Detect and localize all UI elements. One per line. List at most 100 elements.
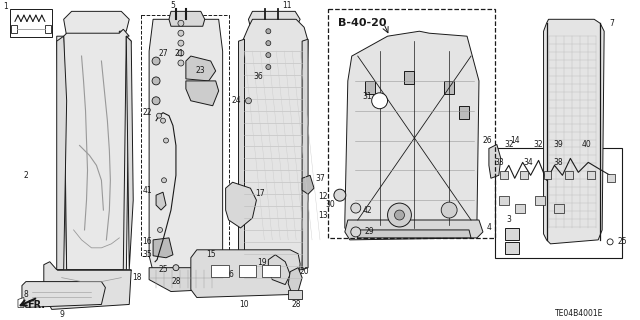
Text: 15: 15 (206, 250, 216, 259)
Text: 19: 19 (257, 258, 267, 267)
Circle shape (246, 98, 252, 104)
Circle shape (394, 210, 404, 220)
Text: 38: 38 (554, 158, 563, 167)
Polygon shape (345, 31, 479, 238)
Text: 11: 11 (282, 1, 292, 10)
Text: 25: 25 (617, 237, 627, 246)
Circle shape (441, 202, 457, 218)
Circle shape (266, 52, 271, 58)
Circle shape (266, 29, 271, 34)
Bar (543, 171, 552, 179)
Polygon shape (63, 29, 129, 270)
Text: 13: 13 (318, 211, 328, 220)
Text: 23: 23 (196, 67, 205, 76)
Polygon shape (345, 220, 483, 240)
Bar (262, 265, 280, 276)
Circle shape (161, 178, 166, 183)
Text: 10: 10 (239, 300, 250, 309)
Polygon shape (186, 81, 219, 106)
Text: 17: 17 (255, 189, 265, 198)
Polygon shape (57, 36, 131, 282)
Circle shape (152, 97, 160, 105)
Text: 7: 7 (610, 19, 614, 28)
Polygon shape (226, 182, 257, 228)
Text: 9: 9 (60, 310, 64, 319)
Polygon shape (149, 19, 223, 272)
Text: 31: 31 (363, 92, 372, 101)
Text: 3: 3 (506, 215, 511, 225)
Bar (534, 196, 545, 205)
Polygon shape (163, 268, 176, 282)
Text: 42: 42 (363, 205, 372, 215)
Polygon shape (355, 230, 471, 238)
Polygon shape (169, 11, 205, 26)
Polygon shape (149, 268, 223, 292)
Text: 32: 32 (504, 140, 513, 149)
Circle shape (372, 93, 388, 109)
Polygon shape (459, 106, 469, 119)
Bar (328, 9, 495, 238)
Circle shape (266, 65, 271, 69)
Text: 14: 14 (510, 136, 520, 145)
Polygon shape (543, 19, 604, 244)
Bar (288, 290, 302, 300)
Polygon shape (18, 298, 24, 308)
Circle shape (152, 77, 160, 85)
Text: 4: 4 (486, 223, 492, 232)
Bar (45, 25, 51, 33)
Text: 24: 24 (232, 96, 241, 105)
Text: 16: 16 (142, 237, 152, 246)
Circle shape (266, 41, 271, 46)
Circle shape (178, 20, 184, 26)
Polygon shape (239, 39, 244, 270)
Text: FR.: FR. (27, 300, 45, 310)
Bar (499, 196, 509, 205)
Text: 25: 25 (158, 265, 168, 274)
Text: 8: 8 (24, 290, 28, 299)
Text: 34: 34 (524, 158, 534, 167)
Circle shape (351, 227, 361, 237)
Text: 29: 29 (365, 228, 374, 236)
Polygon shape (404, 71, 414, 84)
Polygon shape (365, 81, 374, 94)
Polygon shape (44, 262, 131, 309)
Text: 39: 39 (554, 140, 563, 149)
Circle shape (163, 138, 168, 143)
Polygon shape (302, 175, 314, 194)
Bar (607, 174, 615, 182)
Polygon shape (444, 81, 454, 94)
Text: 36: 36 (253, 72, 263, 81)
Text: 41: 41 (142, 186, 152, 195)
Circle shape (173, 265, 179, 271)
Polygon shape (186, 56, 216, 81)
Circle shape (178, 50, 184, 56)
Circle shape (607, 239, 613, 245)
Text: 30: 30 (325, 200, 335, 209)
Circle shape (351, 203, 361, 213)
Bar (520, 171, 527, 179)
Bar (565, 171, 573, 179)
Text: 28: 28 (291, 300, 301, 309)
Bar (495, 148, 622, 258)
Text: 28: 28 (171, 277, 180, 286)
Bar (211, 265, 228, 276)
Bar (505, 242, 518, 254)
Polygon shape (197, 252, 209, 268)
Polygon shape (22, 282, 106, 308)
Text: 12: 12 (318, 192, 328, 201)
Bar (588, 171, 595, 179)
Text: 18: 18 (132, 273, 142, 282)
Text: 5: 5 (170, 1, 175, 10)
Text: 32: 32 (534, 140, 543, 149)
Text: 26: 26 (482, 136, 492, 145)
Polygon shape (288, 268, 302, 294)
Text: 6: 6 (228, 270, 233, 279)
Bar (11, 25, 17, 33)
Circle shape (152, 57, 160, 65)
Text: 1: 1 (4, 2, 8, 11)
Polygon shape (126, 36, 133, 270)
Bar (10, 9, 52, 37)
Text: 37: 37 (315, 174, 325, 183)
Text: 40: 40 (581, 140, 591, 149)
Circle shape (388, 203, 412, 227)
